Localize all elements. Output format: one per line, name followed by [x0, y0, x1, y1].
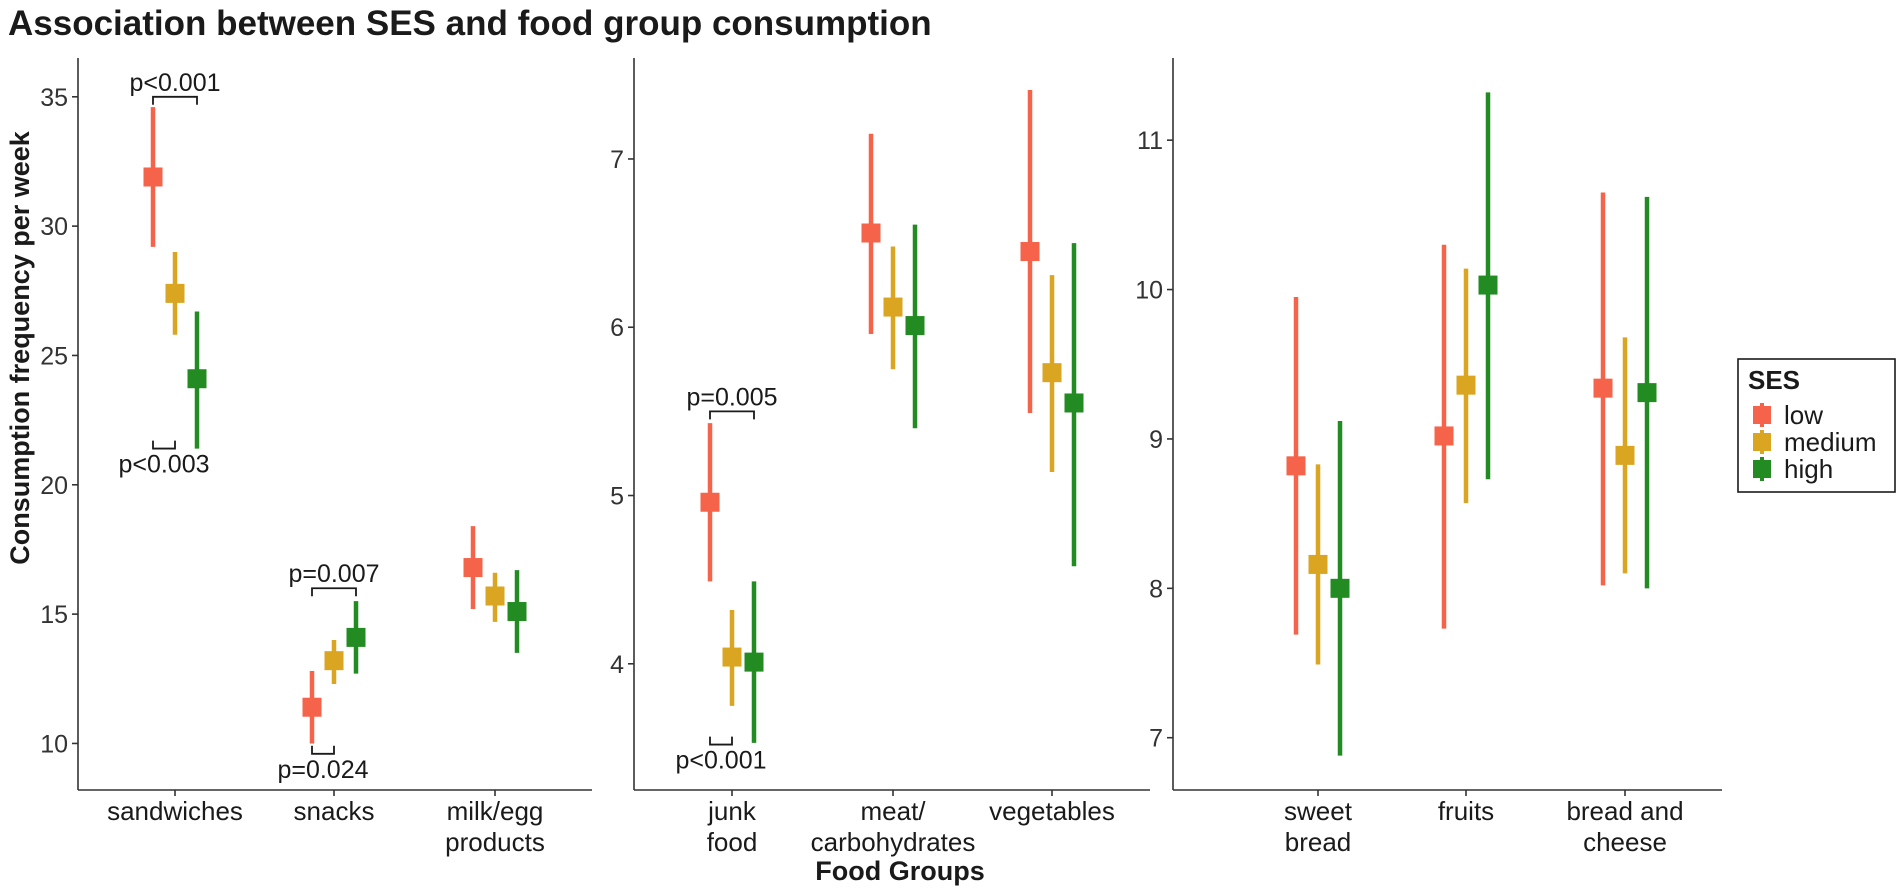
point-high [1064, 393, 1084, 413]
point-high [507, 602, 527, 622]
point-high [1637, 383, 1657, 403]
point-medium [165, 283, 185, 303]
x-tick-label: products [445, 827, 545, 857]
y-tick-label: 6 [610, 314, 624, 342]
x-tick-label: junk [707, 796, 757, 826]
legend-box [1737, 358, 1896, 493]
y-tick-label: 35 [40, 84, 68, 112]
x-tick-label: sandwiches [107, 796, 243, 826]
legend-swatch-low [1753, 406, 1771, 424]
point-medium [722, 647, 742, 667]
x-tick-label: bread and [1566, 796, 1683, 826]
point-low [143, 167, 163, 187]
point-low [302, 697, 322, 717]
significance-bracket [709, 736, 733, 746]
x-tick-label: snacks [294, 796, 375, 826]
y-tick-label: 7 [610, 146, 624, 174]
significance-bracket [311, 587, 357, 597]
x-tick-label: meat/ [860, 796, 926, 826]
panel-1: 10 15 20 25 30 35 sandwiches snacks milk/eggprod… [40, 58, 592, 857]
chart-title: Association between SES and food group c… [8, 4, 932, 43]
point-high [187, 369, 207, 389]
x-tick-label: sweet [1284, 796, 1353, 826]
point-low [463, 558, 483, 578]
legend-label-medium: medium [1784, 427, 1876, 457]
point-low [1434, 426, 1454, 446]
significance-bracket [152, 440, 176, 450]
legend-label-high: high [1784, 454, 1833, 484]
x-tick-label: food [707, 827, 758, 857]
point-medium [1308, 554, 1328, 574]
point-high [346, 627, 366, 647]
point-medium [1042, 363, 1062, 383]
y-axis-title: Consumption frequency per week [5, 130, 35, 565]
p-value-annotation: p<0.001 [675, 747, 766, 775]
y-tick-label: 8 [1149, 575, 1163, 603]
point-high [905, 316, 925, 336]
legend-title: SES [1748, 365, 1800, 395]
point-low [861, 223, 881, 243]
p-value-annotation: p=0.005 [686, 383, 777, 411]
x-tick-label: fruits [1438, 796, 1494, 826]
x-tick-label: cheese [1583, 827, 1667, 857]
y-tick-label: 25 [40, 342, 68, 370]
significance-bracket [709, 410, 755, 420]
x-tick-label: milk/egg [447, 796, 544, 826]
point-medium [324, 651, 344, 671]
legend-swatch-medium [1753, 433, 1771, 451]
point-high [1478, 275, 1498, 295]
point-low [1593, 378, 1613, 398]
x-tick-label: carbohydrates [811, 827, 976, 857]
y-tick-label: 10 [1135, 277, 1163, 305]
x-axis-title: Food Groups [815, 856, 984, 886]
p-value-annotation: p=0.024 [277, 756, 368, 784]
point-high [1330, 578, 1350, 598]
p-value-annotation: p<0.001 [129, 69, 220, 97]
point-low [700, 492, 720, 512]
point-low [1286, 456, 1306, 476]
p-value-annotation: p=0.007 [288, 560, 379, 588]
y-tick-label: 11 [1137, 127, 1163, 155]
significance-bracket [152, 95, 198, 105]
significance-bracket [311, 745, 335, 755]
x-tick-label: vegetables [989, 796, 1115, 826]
y-tick-label: 10 [40, 730, 68, 758]
legend-label-low: low [1784, 400, 1823, 430]
y-tick-label: 15 [40, 601, 68, 629]
legend-swatch-high [1753, 460, 1771, 478]
y-tick-label: 5 [610, 483, 624, 511]
y-tick-label: 4 [610, 651, 624, 679]
y-tick-label: 30 [40, 213, 68, 241]
point-medium [1456, 375, 1476, 395]
point-high [744, 652, 764, 672]
point-medium [883, 297, 903, 317]
point-low [1020, 242, 1040, 262]
p-value-annotation: p<0.003 [118, 451, 209, 479]
y-tick-label: 9 [1149, 426, 1163, 454]
point-medium [1615, 445, 1635, 465]
x-tick-label: bread [1285, 827, 1352, 857]
y-tick-label: 7 [1149, 725, 1163, 753]
point-medium [485, 586, 505, 606]
y-tick-label: 20 [40, 472, 68, 500]
